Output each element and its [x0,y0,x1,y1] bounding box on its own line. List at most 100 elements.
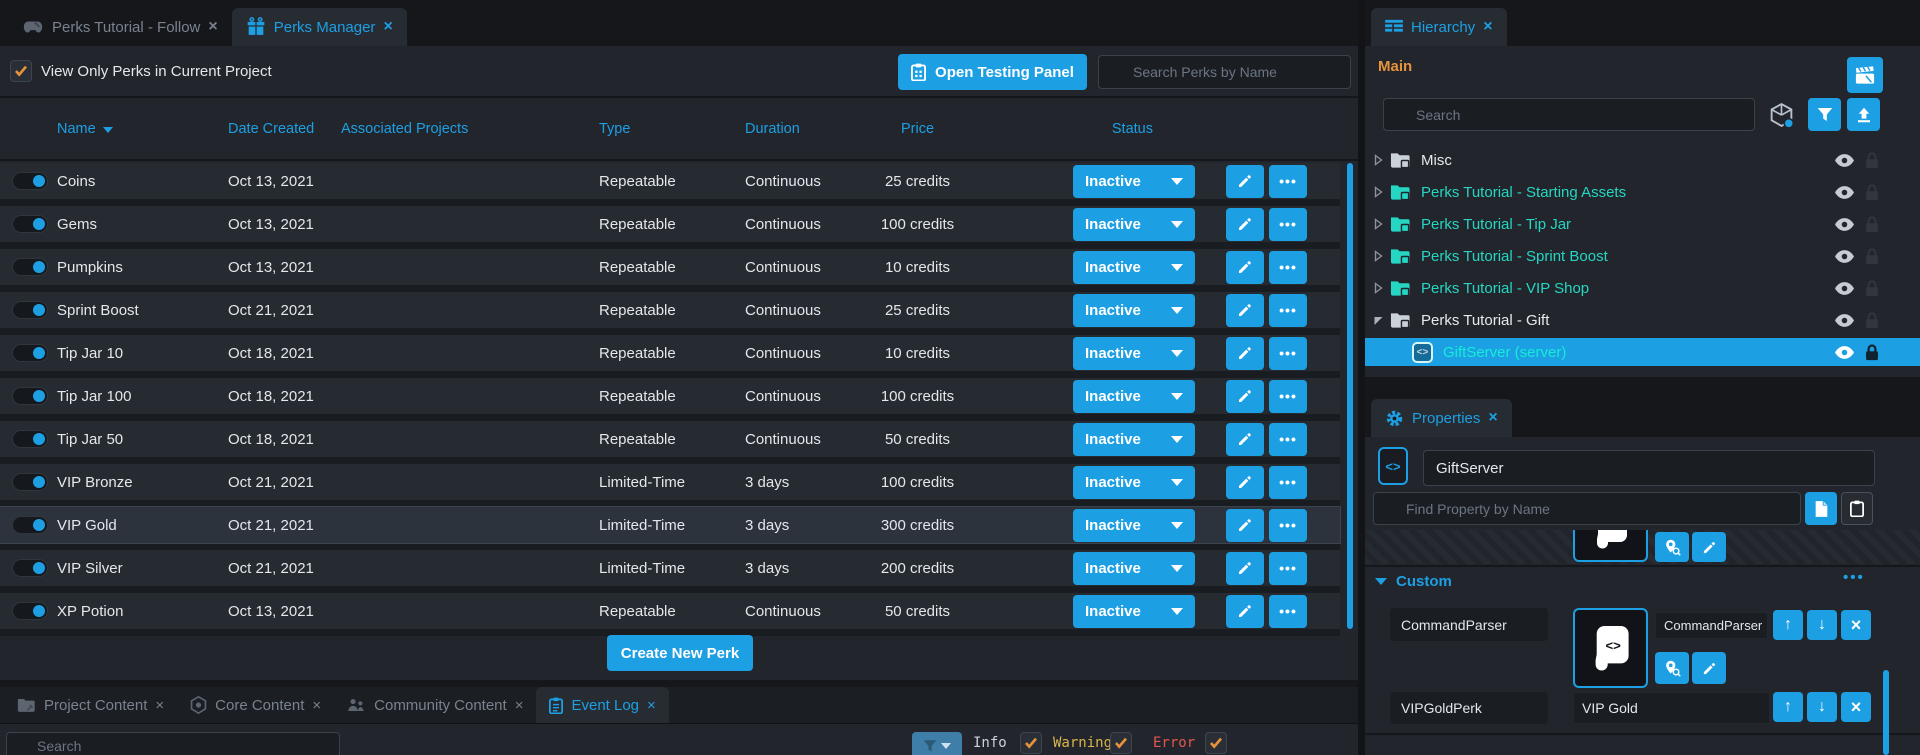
hierarchy-item[interactable]: <> Perks Tutorial - Tip Jar [1365,210,1920,238]
more-options-button[interactable]: ••• [1269,379,1307,413]
log-error-checkbox[interactable] [1205,732,1227,754]
expand-arrow-icon[interactable] [1372,250,1384,262]
more-options-button[interactable]: ••• [1269,293,1307,327]
hierarchy-item[interactable]: <> Perks Tutorial - Gift [1365,306,1920,334]
hierarchy-item[interactable]: <> Perks Tutorial - Sprint Boost [1365,242,1920,270]
column-header-duration[interactable]: Duration [745,120,800,137]
status-dropdown[interactable]: Inactive [1073,250,1195,284]
close-icon[interactable]: × [647,696,656,714]
more-options-button[interactable]: ••• [1269,250,1307,284]
visibility-eye-icon[interactable] [1835,281,1854,295]
delete-property-button[interactable]: × [1841,610,1871,640]
table-scrollbar[interactable] [1347,163,1353,629]
status-dropdown[interactable]: Inactive [1073,293,1195,327]
collapse-arrow-icon[interactable] [1372,315,1384,326]
perk-enabled-toggle[interactable] [12,473,48,491]
custom-section-header[interactable]: Custom [1375,573,1452,590]
copy-properties-button[interactable] [1805,492,1837,525]
visibility-eye-icon[interactable] [1835,185,1854,199]
status-dropdown[interactable]: Inactive [1073,422,1195,456]
edit-script-button[interactable] [1692,532,1726,562]
edit-perk-button[interactable] [1226,336,1264,370]
edit-perk-button[interactable] [1226,422,1264,456]
open-testing-panel-button[interactable]: Open Testing Panel [898,54,1087,90]
tab-project-content[interactable]: Project Content × [4,687,177,723]
script-asset-icon[interactable]: <> [1573,608,1648,688]
tab-perks-tutorial-follow[interactable]: Perks Tutorial - Follow × [8,8,232,46]
log-filter-button[interactable] [912,732,962,755]
expand-arrow-icon[interactable] [1372,186,1384,198]
edit-perk-button[interactable] [1226,250,1264,284]
edit-perk-button[interactable] [1226,508,1264,542]
scene-settings-button[interactable] [1847,57,1883,93]
properties-scrollbar[interactable] [1883,670,1889,755]
perk-enabled-toggle[interactable] [12,602,48,620]
more-options-button[interactable]: ••• [1269,551,1307,585]
perks-search-input[interactable] [1098,55,1351,89]
perk-enabled-toggle[interactable] [12,215,48,233]
status-dropdown[interactable]: Inactive [1073,207,1195,241]
perk-enabled-toggle[interactable] [12,559,48,577]
edit-perk-button[interactable] [1226,164,1264,198]
delete-property-button[interactable]: × [1841,692,1871,722]
create-new-perk-button[interactable]: Create New Perk [607,635,753,671]
log-info-checkbox[interactable] [1020,732,1042,754]
tab-core-content[interactable]: Core Content × [177,687,334,723]
status-dropdown[interactable]: Inactive [1073,336,1195,370]
edit-perk-button[interactable] [1226,551,1264,585]
edit-perk-button[interactable] [1226,465,1264,499]
lock-icon[interactable] [1865,344,1880,361]
close-icon[interactable]: × [208,18,218,35]
lock-icon[interactable] [1865,312,1880,329]
hierarchy-item[interactable]: <> Perks Tutorial - VIP Shop [1365,274,1920,302]
tab-perks-manager[interactable]: Perks Manager × [231,8,407,46]
visibility-eye-icon[interactable] [1835,153,1854,167]
edit-perk-button[interactable] [1226,293,1264,327]
more-options-button[interactable]: ••• [1269,594,1307,628]
edit-perk-button[interactable] [1226,594,1264,628]
perk-enabled-toggle[interactable] [12,301,48,319]
tab-event-log[interactable]: Event Log × [536,687,669,723]
move-up-button[interactable]: ↑ [1773,692,1803,722]
column-header-associated[interactable]: Associated Projects [341,120,469,137]
status-dropdown[interactable]: Inactive [1073,594,1195,628]
section-menu-button[interactable]: ••• [1843,569,1865,586]
more-options-button[interactable]: ••• [1269,207,1307,241]
object-cube-icon[interactable] [1768,102,1795,129]
visibility-eye-icon[interactable] [1835,217,1854,231]
status-dropdown[interactable]: Inactive [1073,379,1195,413]
paste-properties-button[interactable] [1841,492,1873,525]
close-icon[interactable]: × [1488,409,1498,426]
tab-hierarchy[interactable]: Hierarchy × [1371,8,1507,46]
perk-enabled-toggle[interactable] [12,387,48,405]
column-header-status[interactable]: Status [1111,120,1153,137]
hierarchy-filter-button[interactable] [1808,98,1841,131]
perk-enabled-toggle[interactable] [12,172,48,190]
status-dropdown[interactable]: Inactive [1073,551,1195,585]
move-down-button[interactable]: ↓ [1807,610,1837,640]
status-dropdown[interactable]: Inactive [1073,164,1195,198]
edit-perk-button[interactable] [1226,207,1264,241]
tab-properties[interactable]: Properties × [1371,399,1512,437]
more-options-button[interactable]: ••• [1269,422,1307,456]
move-down-button[interactable]: ↓ [1807,692,1837,722]
expand-arrow-icon[interactable] [1372,218,1384,230]
close-icon[interactable]: × [514,696,524,714]
hierarchy-item[interactable]: <> Misc [1365,146,1920,174]
more-options-button[interactable]: ••• [1269,164,1307,198]
find-references-button[interactable] [1655,532,1689,562]
move-up-button[interactable]: ↑ [1773,610,1803,640]
column-header-price[interactable]: Price [900,120,935,137]
column-header-date[interactable]: Date Created [228,120,315,137]
lock-icon[interactable] [1865,184,1880,201]
object-name-input[interactable] [1423,450,1875,486]
perk-enabled-toggle[interactable] [12,516,48,534]
tab-community-content[interactable]: Community Content × [334,687,536,723]
property-value-commandparser[interactable]: CommandParser [1655,612,1768,639]
expand-arrow-icon[interactable] [1372,282,1384,294]
column-header-name[interactable]: Name [56,121,228,137]
expand-arrow-icon[interactable] [1372,154,1384,166]
find-property-input[interactable] [1373,492,1801,525]
perk-enabled-toggle[interactable] [12,258,48,276]
hierarchy-search-input[interactable] [1383,98,1755,131]
